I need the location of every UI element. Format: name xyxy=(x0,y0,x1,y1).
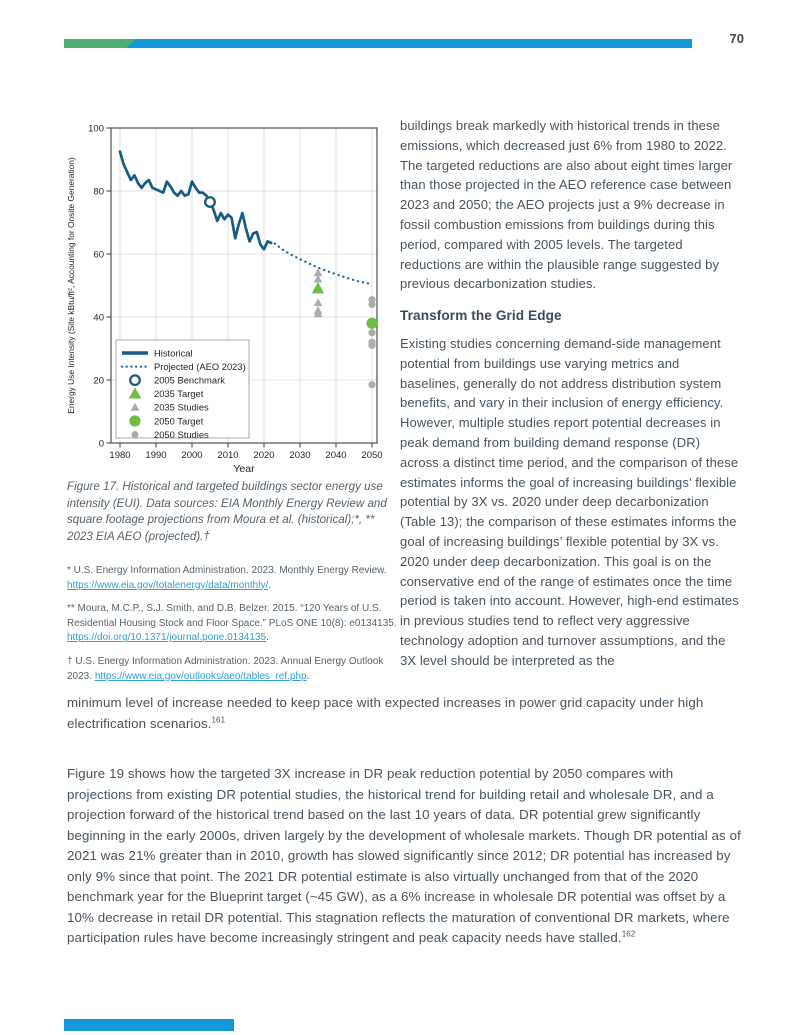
full-width-paragraph-2-text: Figure 19 shows how the targeted 3X incr… xyxy=(67,766,741,945)
body-paragraph-emissions: buildings break markedly with historical… xyxy=(400,118,733,292)
svg-text:2050 Target: 2050 Target xyxy=(154,415,204,426)
svg-text:Year: Year xyxy=(233,463,255,475)
figure-17-chart: 1980 1990 2000 2010 2020 2030 2040 2050 0 20 40 60 8… xyxy=(64,112,398,478)
footnote-1-link[interactable]: https://www.eia.gov/totalenergy/data/mon… xyxy=(67,579,269,591)
svg-text:40: 40 xyxy=(93,312,104,323)
svg-text:2030: 2030 xyxy=(289,450,310,461)
page-number: 70 xyxy=(729,31,744,46)
svg-text:20: 20 xyxy=(93,375,104,386)
full-width-paragraph-1-text: minimum level of increase needed to keep… xyxy=(67,695,704,731)
footnote-2-link[interactable]: https://doi.org/10.1371/journal.pone.013… xyxy=(67,632,267,644)
footnotes-block: * U.S. Energy Information Administration… xyxy=(67,564,397,693)
footnote-2-suffix: . xyxy=(266,632,269,644)
header-accent-bar-green-segment xyxy=(64,39,136,48)
svg-text:Historical: Historical xyxy=(154,347,193,358)
svg-text:2035 Studies: 2035 Studies xyxy=(154,402,209,413)
svg-text:Projected (AEO 2023): Projected (AEO 2023) xyxy=(154,361,246,372)
svg-text:2050: 2050 xyxy=(361,450,382,461)
body-paragraph-grid-edge: Existing studies concerning demand-side … xyxy=(400,335,739,668)
svg-text:2000: 2000 xyxy=(181,450,202,461)
header-accent-bar xyxy=(64,39,692,48)
svg-text:1990: 1990 xyxy=(145,450,166,461)
right-text-column: buildings break markedly with historical… xyxy=(400,116,742,671)
svg-text:2050 Studies: 2050 Studies xyxy=(154,429,209,440)
footnote-3-text: † U.S. Energy Information Administration… xyxy=(67,655,384,682)
footnote-2: ** Moura, M.C.P., S.J. Smith, and D.B. B… xyxy=(67,602,397,646)
full-width-paragraph-2: Figure 19 shows how the targeted 3X incr… xyxy=(67,764,741,949)
svg-text:0: 0 xyxy=(99,438,104,449)
footnote-3-link[interactable]: https://www.eia.gov/outlooks/aeo/tables_… xyxy=(94,670,307,682)
svg-text:1980: 1980 xyxy=(109,450,130,461)
footnote-1-suffix: . xyxy=(268,579,272,591)
footnote-2-text: ** Moura, M.C.P., S.J. Smith, and D.B. B… xyxy=(67,603,397,629)
figure-caption: Figure 17. Historical and targeted build… xyxy=(67,480,387,543)
svg-text:100: 100 xyxy=(88,123,104,134)
svg-text:80: 80 xyxy=(93,186,104,197)
svg-text:60: 60 xyxy=(93,249,104,260)
svg-text:2010: 2010 xyxy=(217,450,238,461)
full-width-paragraph-1: minimum level of increase needed to keep… xyxy=(67,693,741,734)
footer-accent-bar xyxy=(64,1019,234,1031)
footnote-ref-162: 162 xyxy=(621,929,636,939)
footnote-ref-161: 161 xyxy=(211,715,226,725)
eui-chart-canvas: 1980 1990 2000 2010 2020 2030 2040 205002040608… xyxy=(66,123,383,475)
svg-text:2005 Benchmark: 2005 Benchmark xyxy=(154,375,225,386)
svg-text:2020: 2020 xyxy=(253,450,274,461)
section-heading-transform-grid-edge: Transform the Grid Edge xyxy=(400,308,562,324)
svg-text:2035 Target: 2035 Target xyxy=(154,388,204,399)
footnote-3: † U.S. Energy Information Administration… xyxy=(67,655,397,684)
footnote-1-text: * U.S. Energy Information Administration… xyxy=(67,565,387,576)
footnote-3-suffix: . xyxy=(306,670,310,682)
svg-text:Energy Use Intensity (Site kBt: Energy Use Intensity (Site kBtu/ft², Acc… xyxy=(66,157,76,414)
svg-text:2040: 2040 xyxy=(325,450,346,461)
footnote-1: * U.S. Energy Information Administration… xyxy=(67,564,397,593)
